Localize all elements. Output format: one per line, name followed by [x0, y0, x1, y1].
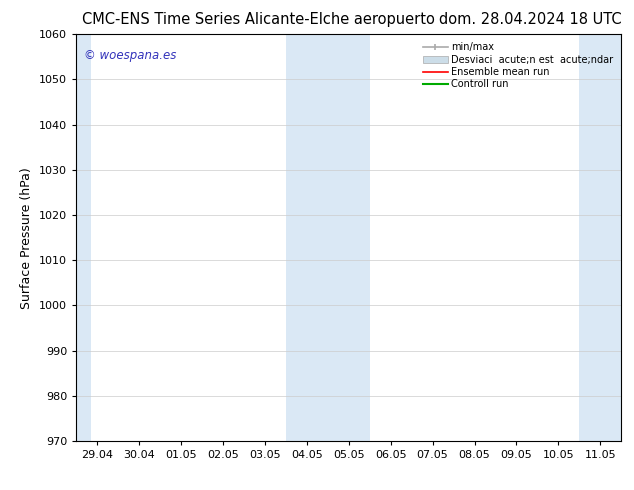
Bar: [579, 34, 621, 441]
Text: © woespana.es: © woespana.es: [84, 49, 177, 62]
Text: CMC-ENS Time Series Alicante-Elche aeropuerto: CMC-ENS Time Series Alicante-Elche aerop…: [82, 12, 436, 27]
Legend: min/max, Desviaci  acute;n est  acute;ndar, Ensemble mean run, Controll run: min/max, Desviaci acute;n est acute;ndar…: [420, 39, 616, 92]
Bar: [76, 34, 91, 441]
Text: dom. 28.04.2024 18 UTC: dom. 28.04.2024 18 UTC: [439, 12, 621, 27]
Y-axis label: Surface Pressure (hPa): Surface Pressure (hPa): [20, 167, 34, 309]
Bar: [286, 34, 370, 441]
